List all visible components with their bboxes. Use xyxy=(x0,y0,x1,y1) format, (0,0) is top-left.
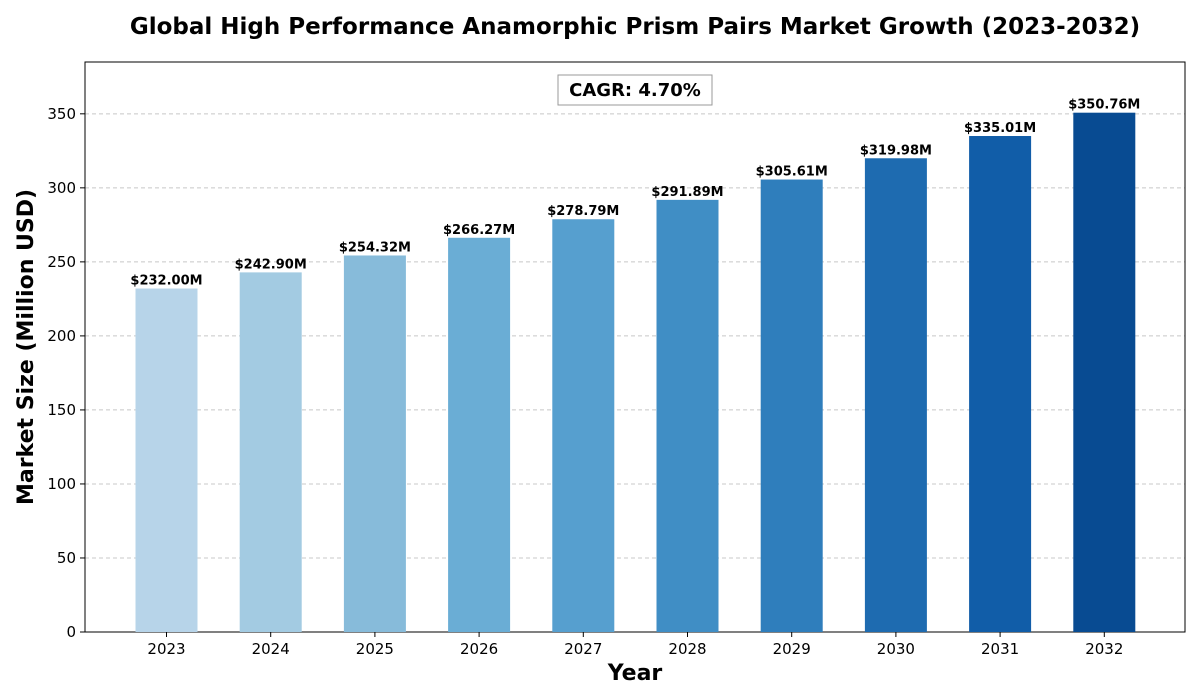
y-tick-label: 50 xyxy=(57,549,76,567)
value-label-2024: $242.90M xyxy=(235,257,307,272)
value-labels: $232.00M $242.90M $254.32M $266.27M $278.79M… xyxy=(130,98,1140,289)
bar-2027 xyxy=(552,219,615,632)
x-tick-label-2025: 2025 xyxy=(356,640,394,658)
y-tick-label: 100 xyxy=(47,475,76,493)
x-axis-label: Year xyxy=(607,661,663,686)
value-label-2027: $278.79M xyxy=(547,204,619,219)
y-tick-label: 250 xyxy=(47,253,76,271)
cagr-label: CAGR: 4.70% xyxy=(569,80,701,101)
y-tick-label: 350 xyxy=(47,105,76,123)
bar-2028 xyxy=(656,199,719,632)
chart-title: Global High Performance Anamorphic Prism… xyxy=(130,14,1140,40)
x-tick-label-2030: 2030 xyxy=(877,640,915,658)
y-axis-ticks: 0 50 100 150 200 250 300 350 xyxy=(47,105,85,641)
y-tick-label: 150 xyxy=(47,401,76,419)
value-label-2026: $266.27M xyxy=(443,223,515,238)
x-tick-label-2029: 2029 xyxy=(773,640,811,658)
x-axis-ticks: 2023 2024 2025 2026 2027 2028 2029 2030 2031 2032 xyxy=(147,632,1123,658)
value-label-2025: $254.32M xyxy=(339,240,411,255)
value-label-2023: $232.00M xyxy=(130,274,202,289)
x-tick-label-2026: 2026 xyxy=(460,640,498,658)
x-tick-label-2023: 2023 xyxy=(147,640,185,658)
cagr-annotation: CAGR: 4.70% xyxy=(557,74,713,106)
x-tick-label-2027: 2027 xyxy=(564,640,602,658)
bar-2025 xyxy=(343,255,406,632)
x-tick-label-2032: 2032 xyxy=(1085,640,1123,658)
value-label-2030: $319.98M xyxy=(860,143,932,158)
bar-2029 xyxy=(760,179,823,632)
bars xyxy=(135,112,1136,633)
y-tick-label: 300 xyxy=(47,179,76,197)
y-tick-label: 0 xyxy=(66,623,76,641)
bar-2026 xyxy=(448,237,511,632)
value-label-2031: $335.01M xyxy=(964,121,1036,136)
bar-2032 xyxy=(1073,112,1136,632)
y-axis-label: Market Size (Million USD) xyxy=(14,189,39,505)
plot-frame xyxy=(84,61,1186,633)
x-tick-label-2024: 2024 xyxy=(252,640,290,658)
value-label-2032: $350.76M xyxy=(1068,98,1140,113)
bar-2030 xyxy=(864,158,927,633)
y-tick-label: 200 xyxy=(47,327,76,345)
bar-2031 xyxy=(969,136,1032,632)
value-label-2029: $305.61M xyxy=(756,165,828,180)
value-label-2028: $291.89M xyxy=(651,185,723,200)
x-tick-label-2031: 2031 xyxy=(981,640,1019,658)
cagr-box xyxy=(557,74,713,106)
bar-2024 xyxy=(239,272,302,632)
x-tick-label-2028: 2028 xyxy=(668,640,706,658)
bar-2023 xyxy=(135,288,198,632)
